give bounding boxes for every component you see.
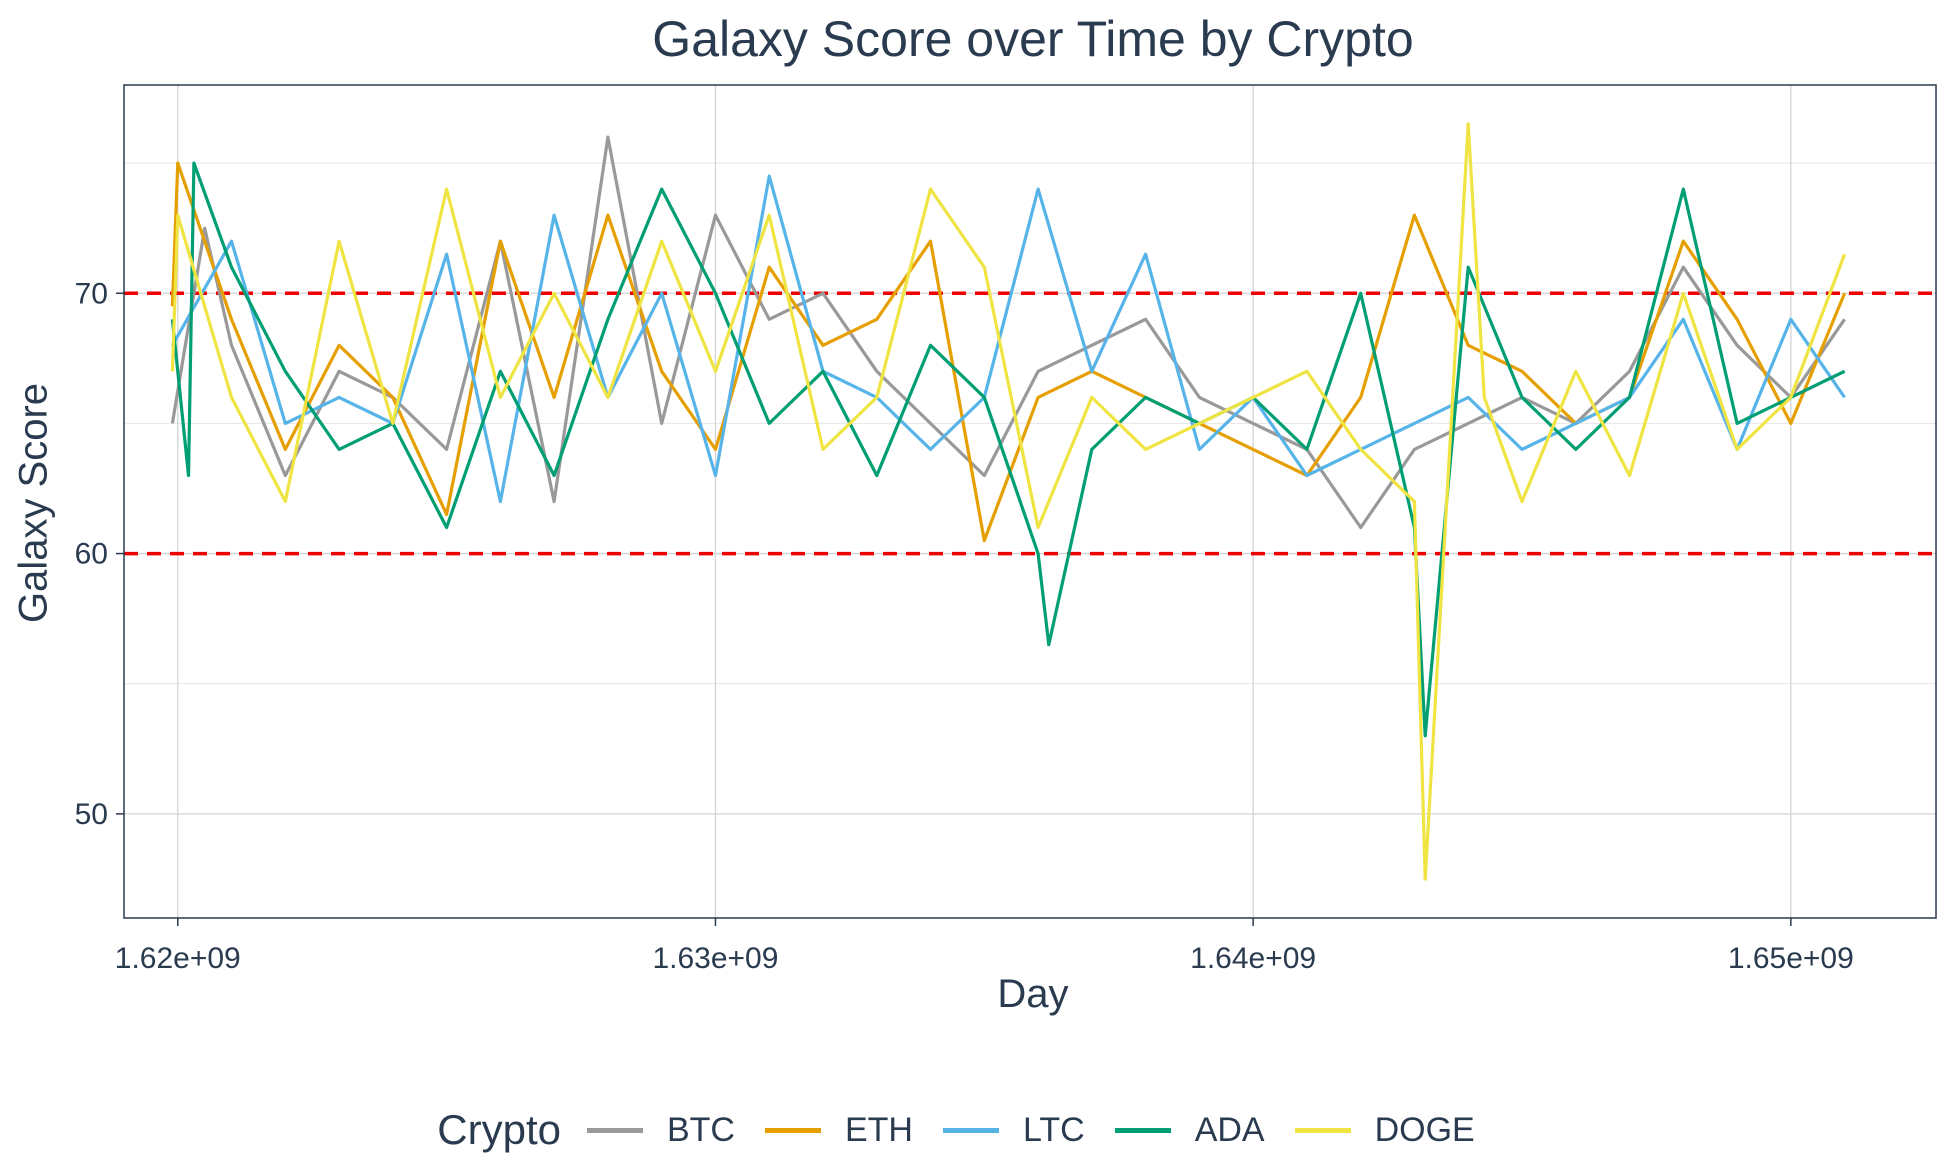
y-tick-label: 50: [75, 798, 108, 831]
legend-label-doge: DOGE: [1374, 1110, 1475, 1149]
tick-labels: 1.62e+09 1.63e+09 1.64e+09 1.65e+09 50 60 70: [75, 277, 1854, 975]
series-line-eth: [170, 161, 1847, 543]
legend-label-ada: ADA: [1194, 1110, 1265, 1149]
legend-key-doge: [1294, 1127, 1351, 1133]
y-axis-label: Galaxy Score: [11, 382, 56, 624]
y-tick-label: 70: [75, 277, 108, 310]
x-tick-label: 1.65e+09: [1728, 942, 1854, 975]
series-lines: [170, 122, 1847, 881]
y-tick-label: 60: [75, 538, 108, 571]
legend-title: Crypto: [437, 1106, 561, 1153]
series-line-ada: [170, 161, 1846, 738]
legend-key-ltc: [942, 1127, 999, 1133]
legend-label-eth: ETH: [844, 1110, 913, 1149]
reference-lines: [124, 291, 1936, 556]
x-tick-label: 1.63e+09: [652, 942, 778, 975]
legend-label-btc: BTC: [666, 1110, 735, 1149]
legend: Crypto BTC ETH LTC ADA DOGE: [0, 1100, 1942, 1160]
x-tick-label: 1.64e+09: [1190, 942, 1316, 975]
legend-item-eth: ETH: [764, 1110, 913, 1150]
plot-svg: 1.62e+09 1.63e+09 1.64e+09 1.65e+09 50 60 70: [75, 84, 1937, 975]
chart-title: Galaxy Score over Time by Crypto: [652, 11, 1414, 67]
legend-key-btc: [586, 1127, 643, 1133]
legend-label-ltc: LTC: [1022, 1110, 1085, 1149]
series-line-doge: [170, 122, 1847, 881]
legend-key-eth: [764, 1127, 821, 1133]
legend-item-ltc: LTC: [942, 1110, 1085, 1150]
series-line-ltc: [171, 174, 1846, 504]
axes: [116, 84, 1937, 926]
legend-key-ada: [1114, 1127, 1171, 1133]
gridlines: [124, 85, 1936, 918]
x-axis-label: Day: [997, 972, 1069, 1016]
x-tick-label: 1.62e+09: [115, 942, 241, 975]
legend-item-btc: BTC: [586, 1110, 735, 1150]
legend-item-doge: DOGE: [1294, 1110, 1475, 1150]
plot-panel-border: [123, 84, 1937, 919]
legend-item-ada: ADA: [1114, 1110, 1265, 1150]
